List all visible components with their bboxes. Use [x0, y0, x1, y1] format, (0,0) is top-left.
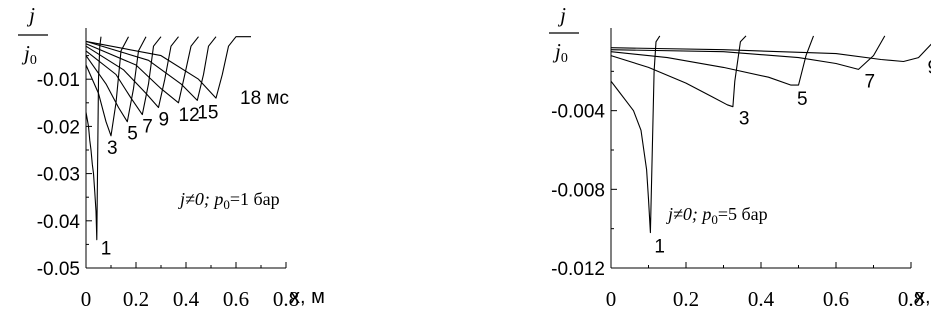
- series-label-9: 9 мс: [928, 58, 931, 79]
- y-tick-label: -0.004: [551, 102, 605, 123]
- annotation-part: j≠0;: [666, 204, 702, 224]
- x-tick-label: 0.2: [123, 287, 149, 311]
- series-label-5: 5: [127, 124, 138, 145]
- x-tick-label: 0: [81, 287, 92, 311]
- series-line-3: [85, 36, 129, 137]
- annotation-part: p: [212, 189, 223, 209]
- series-label-5: 5: [797, 89, 808, 110]
- x-tick-label: 0: [606, 287, 617, 311]
- y-label-numerator: j: [557, 3, 566, 27]
- y-axis-label: j j0: [549, 3, 579, 66]
- series-line-15: [85, 36, 217, 101]
- y-tick-label: -0.05: [37, 259, 80, 280]
- series-line-7: [610, 35, 886, 70]
- series-line-12: [85, 36, 199, 104]
- x-tick-label: 0.6: [223, 287, 249, 311]
- series-line-18: [85, 36, 251, 99]
- x-tick-label: 0.2: [673, 287, 699, 311]
- x-axis-label: x, м: [915, 286, 931, 308]
- chart-left: -0.01-0.02-0.03-0.04-0.050 0.2 0.4 0.6 0.8x,…: [18, 3, 325, 311]
- annotation-part: j≠0;: [178, 189, 214, 209]
- y-tick-label: -0.01: [37, 70, 80, 91]
- x-tick-label: 0.4: [748, 287, 775, 311]
- x-tick-label: 0.8: [273, 287, 299, 311]
- series-line-9: [85, 36, 179, 109]
- annotation-part: p: [700, 204, 711, 224]
- annotation: j≠0; p0=1 бар: [178, 189, 280, 212]
- y-label-denominator-sub: 0: [561, 51, 568, 66]
- y-tick-label: -0.012: [551, 259, 605, 280]
- annotation-part: 0: [223, 197, 230, 212]
- series-line-1: [85, 36, 102, 241]
- y-tick-label: -0.008: [551, 180, 605, 201]
- series-label-3: 3: [739, 109, 750, 130]
- series-line-5: [610, 35, 815, 86]
- x-tick-label: 0.8: [898, 287, 924, 311]
- y-label-denominator-sub: 0: [30, 53, 37, 68]
- series-line-3: [610, 35, 747, 108]
- series-label-1: 1: [101, 239, 112, 260]
- y-label-numerator: j: [26, 3, 35, 27]
- series-label-3: 3: [107, 138, 118, 159]
- x-axis-label: x, м: [290, 286, 325, 308]
- y-tick-label: -0.03: [37, 165, 80, 186]
- series-label-18: 18 мс: [240, 88, 289, 109]
- x-tick-label: 0.6: [823, 287, 849, 311]
- annotation-part: =5 бар: [718, 204, 768, 224]
- series-label-1: 1: [654, 237, 665, 258]
- y-axis-label: j j0: [18, 3, 48, 68]
- series-label-7: 7: [865, 71, 876, 92]
- series-label-15: 15: [197, 102, 218, 123]
- annotation-part: 0: [711, 212, 718, 227]
- series-label-7: 7: [142, 117, 153, 138]
- x-tick-label: 0.4: [173, 287, 200, 311]
- y-label-denominator: j0: [21, 41, 37, 68]
- y-label-denominator: j0: [552, 39, 568, 66]
- y-tick-label: -0.02: [37, 117, 80, 138]
- annotation: j≠0; p0=5 бар: [666, 204, 768, 227]
- series-line-9: [610, 43, 931, 63]
- annotation-part: =1 бар: [230, 189, 280, 209]
- series-line-1: [610, 35, 661, 234]
- y-tick-label: -0.04: [37, 212, 81, 233]
- series-line-5: [85, 36, 147, 123]
- series-label-9: 9: [159, 110, 170, 131]
- series-line-7: [85, 36, 162, 116]
- series-label-12: 12: [179, 105, 200, 126]
